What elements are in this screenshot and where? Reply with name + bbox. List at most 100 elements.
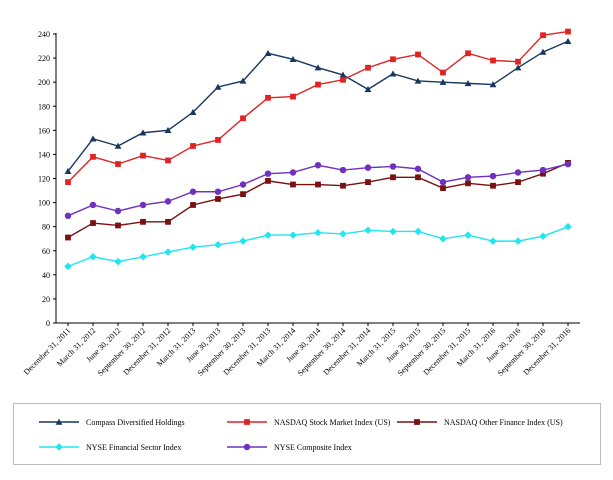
- data-point: [64, 167, 72, 174]
- data-point: [140, 152, 146, 159]
- legend-swatch: [397, 419, 437, 425]
- data-point: [64, 212, 72, 220]
- data-point: [414, 227, 422, 236]
- data-point: [439, 78, 447, 85]
- data-point: [439, 234, 447, 243]
- data-point: [289, 55, 297, 63]
- data-point: [215, 137, 221, 143]
- data-point: [139, 129, 147, 136]
- y-tick-label: 160: [38, 126, 50, 135]
- data-point: [339, 230, 347, 238]
- data-point: [489, 81, 497, 88]
- data-point: [564, 222, 572, 231]
- data-point: [140, 218, 146, 225]
- data-point: [440, 69, 446, 76]
- data-point: [89, 201, 97, 209]
- data-point: [314, 162, 322, 169]
- data-point: [340, 76, 346, 83]
- data-point: [214, 240, 222, 249]
- legend-swatch: [39, 443, 79, 451]
- y-tick-label: 20: [42, 295, 50, 304]
- data-point: [165, 218, 171, 225]
- y-tick-label: 180: [38, 102, 50, 111]
- legend-item: NYSE Financial Sector Index: [38, 440, 181, 454]
- data-point: [214, 188, 222, 195]
- data-point: [340, 182, 346, 189]
- y-tick-label: 120: [38, 175, 50, 184]
- legend-swatch-marker: [244, 419, 250, 425]
- series-3: [64, 222, 572, 271]
- series-4: [64, 160, 572, 220]
- legend-label: Compass Diversified Holdings: [86, 417, 185, 427]
- data-point: [539, 232, 547, 241]
- data-point: [114, 142, 122, 149]
- data-point: [139, 201, 147, 209]
- data-point: [364, 226, 372, 235]
- data-point: [389, 163, 397, 170]
- data-point: [314, 64, 322, 71]
- data-point: [490, 182, 496, 189]
- data-point: [315, 181, 321, 188]
- legend-swatch-marker: [55, 418, 63, 425]
- data-point: [264, 49, 272, 56]
- legend-item: NYSE Composite Index: [226, 440, 352, 454]
- data-point: [389, 70, 397, 77]
- y-tick-label: 40: [42, 271, 50, 280]
- data-point: [564, 37, 572, 44]
- legend-label: NASDAQ Stock Market Index (US): [274, 417, 391, 427]
- data-point: [364, 85, 372, 93]
- data-point: [365, 64, 371, 71]
- data-point: [189, 188, 197, 195]
- data-point: [514, 64, 522, 71]
- legend-item: NASDAQ Other Finance Index (US): [396, 415, 563, 429]
- data-point: [414, 165, 422, 173]
- data-point: [189, 243, 197, 251]
- series-0: [64, 37, 572, 174]
- data-point: [164, 198, 172, 205]
- x-tick-label: December 31, 2016: [522, 326, 573, 377]
- data-point: [265, 178, 271, 184]
- data-point: [114, 207, 122, 215]
- data-point: [339, 166, 347, 174]
- y-tick-label: 140: [38, 150, 50, 159]
- data-point: [215, 196, 221, 202]
- data-point: [314, 228, 322, 237]
- data-point: [514, 237, 522, 245]
- data-point: [240, 115, 246, 122]
- data-point: [290, 181, 296, 188]
- data-point: [264, 170, 272, 177]
- data-point: [290, 93, 296, 100]
- data-point: [164, 126, 172, 134]
- y-tick-label: 100: [38, 199, 50, 208]
- data-point: [240, 191, 246, 198]
- data-point: [540, 32, 546, 39]
- data-point: [265, 94, 271, 101]
- data-point: [90, 220, 96, 226]
- data-point: [164, 248, 172, 256]
- data-point: [89, 135, 97, 142]
- data-point: [190, 143, 196, 149]
- data-point: [389, 227, 397, 236]
- data-point: [189, 108, 197, 115]
- data-point: [465, 180, 471, 187]
- data-point: [89, 253, 97, 261]
- legend-item: Compass Diversified Holdings: [38, 415, 185, 429]
- data-point: [315, 81, 321, 88]
- data-point: [289, 169, 297, 176]
- data-point: [65, 179, 71, 186]
- data-point: [139, 253, 147, 261]
- data-point: [115, 161, 121, 167]
- y-tick-label: 220: [38, 54, 50, 63]
- series-2: [65, 159, 571, 241]
- data-point: [514, 169, 522, 176]
- data-point: [415, 174, 421, 181]
- data-point: [289, 231, 297, 239]
- data-point: [390, 174, 396, 181]
- legend-label: NASDAQ Other Finance Index (US): [444, 417, 563, 427]
- y-tick-label: 60: [42, 247, 50, 256]
- data-point: [539, 48, 547, 55]
- data-point: [264, 231, 272, 239]
- y-tick-label: 0: [46, 319, 50, 328]
- y-axis: 0 20 40 60 80 100 120 140 160 180 200 220 240: [38, 30, 57, 328]
